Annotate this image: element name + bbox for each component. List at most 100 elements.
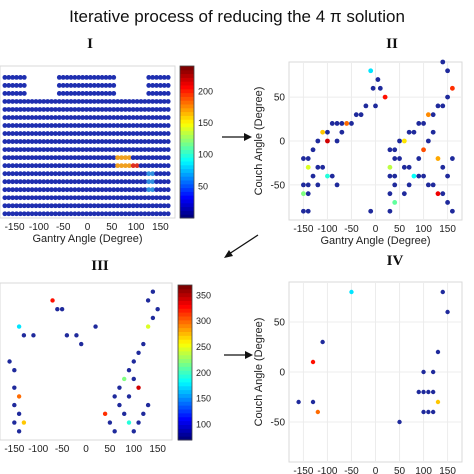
data-point (123, 195, 128, 201)
data-point (2, 91, 8, 96)
data-point (115, 115, 121, 120)
data-point (95, 155, 101, 161)
data-point (21, 203, 27, 209)
colorbar-tick-label: 200 (196, 368, 211, 378)
data-point (29, 139, 35, 144)
data-point (392, 200, 398, 205)
data-point (416, 173, 422, 179)
data-point (158, 155, 163, 161)
data-point (358, 112, 364, 118)
data-point (60, 75, 66, 80)
data-point (41, 115, 47, 120)
data-point (6, 211, 12, 217)
data-point (126, 420, 132, 425)
y-tick-label: 0 (279, 368, 285, 379)
data-point (37, 163, 43, 169)
data-point (45, 123, 51, 128)
data-point (49, 195, 54, 201)
data-point (146, 107, 152, 112)
data-point (64, 115, 70, 120)
data-point (134, 107, 140, 112)
data-point (68, 155, 74, 161)
x-tick-label: -100 (317, 466, 337, 474)
data-point (33, 163, 39, 169)
data-point (301, 182, 306, 188)
data-point (18, 139, 23, 144)
data-point (16, 394, 22, 399)
data-point (14, 91, 19, 96)
data-point (146, 99, 152, 104)
data-point (107, 187, 113, 193)
data-point (80, 139, 86, 144)
data-point (334, 182, 340, 188)
data-point (305, 164, 311, 170)
data-point (123, 179, 128, 185)
data-point (445, 200, 450, 205)
data-point (10, 171, 16, 177)
data-point (64, 75, 70, 80)
data-point (68, 83, 74, 88)
data-point (10, 139, 16, 144)
data-point (37, 179, 43, 185)
data-point (111, 163, 117, 169)
data-point (14, 171, 19, 177)
data-point (18, 163, 23, 169)
data-point (29, 147, 35, 153)
data-point (150, 211, 156, 217)
data-point (60, 203, 66, 209)
data-point (146, 195, 152, 201)
data-point (68, 131, 74, 136)
data-point (325, 129, 330, 135)
panel-III: -150 -100 -50 0 50 100 150 100 150 200 250 300 350 (0, 282, 211, 455)
data-point (131, 376, 136, 382)
data-point (158, 123, 163, 128)
data-point (64, 187, 70, 193)
data-point (41, 99, 47, 104)
data-point (430, 369, 436, 375)
data-point (158, 203, 163, 209)
data-point (111, 139, 117, 144)
data-point (134, 155, 140, 161)
data-point (99, 75, 105, 80)
data-point (45, 211, 51, 217)
data-point (161, 115, 167, 120)
data-point (150, 83, 156, 88)
x-tick-label: -50 (55, 444, 70, 455)
data-point (49, 203, 54, 209)
data-point (53, 187, 58, 193)
data-point (392, 173, 398, 179)
panel-label-i: I (87, 36, 93, 52)
x-tick-label: 100 (415, 466, 432, 474)
data-point (2, 83, 8, 88)
data-point (56, 139, 62, 144)
data-point (80, 91, 86, 96)
data-point (123, 131, 128, 136)
data-point (368, 68, 374, 74)
data-point (29, 171, 35, 177)
data-point (91, 99, 97, 104)
data-point (161, 99, 167, 104)
data-point (440, 103, 446, 109)
data-point (68, 147, 74, 153)
data-point (18, 75, 23, 80)
plot-frame (0, 65, 176, 219)
data-point (76, 147, 82, 153)
data-point (37, 147, 43, 153)
data-point (301, 156, 306, 161)
data-point (310, 147, 316, 153)
data-point (154, 171, 159, 177)
data-point (53, 163, 58, 169)
data-point (138, 139, 144, 144)
data-point (134, 187, 140, 193)
data-point (76, 99, 82, 104)
data-point (80, 107, 86, 112)
y-tick-label: -50 (271, 180, 286, 191)
colorbar-segment (178, 428, 192, 433)
data-point (119, 107, 124, 112)
data-point (150, 75, 156, 80)
data-point (2, 187, 8, 193)
colorbar-segment (180, 206, 194, 211)
data-point (91, 171, 97, 177)
data-point (122, 411, 127, 417)
data-point (119, 171, 124, 177)
